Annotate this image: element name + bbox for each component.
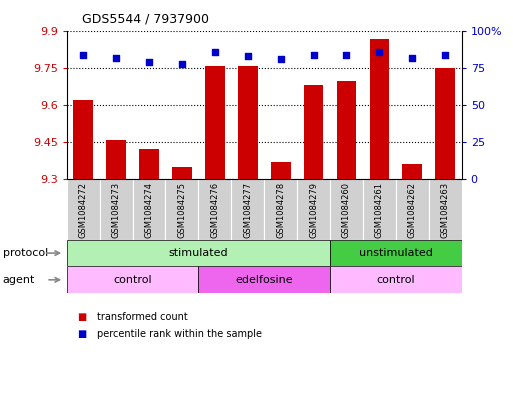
Point <box>112 55 120 61</box>
Bar <box>396 179 429 240</box>
Point <box>145 59 153 66</box>
Bar <box>238 66 258 179</box>
Bar <box>337 81 357 179</box>
Bar <box>330 179 363 240</box>
Text: control: control <box>113 275 152 285</box>
Bar <box>264 179 297 240</box>
Bar <box>199 266 330 293</box>
Point <box>79 52 87 58</box>
Bar <box>402 164 422 179</box>
Text: GSM1084277: GSM1084277 <box>243 182 252 238</box>
Text: GSM1084273: GSM1084273 <box>111 182 121 238</box>
Point <box>441 52 449 58</box>
Bar <box>330 266 462 293</box>
Text: GSM1084260: GSM1084260 <box>342 182 351 238</box>
Text: GSM1084278: GSM1084278 <box>276 182 285 238</box>
Text: protocol: protocol <box>3 248 48 258</box>
Text: agent: agent <box>3 275 35 285</box>
Bar <box>67 240 330 266</box>
Bar <box>165 179 199 240</box>
Text: GSM1084274: GSM1084274 <box>145 182 153 238</box>
Bar <box>199 179 231 240</box>
Bar <box>205 66 225 179</box>
Point <box>178 61 186 67</box>
Point <box>408 55 417 61</box>
Text: unstimulated: unstimulated <box>359 248 433 258</box>
Text: GSM1084261: GSM1084261 <box>375 182 384 238</box>
Text: edelfosine: edelfosine <box>235 275 293 285</box>
Text: stimulated: stimulated <box>169 248 228 258</box>
Text: ■: ■ <box>77 329 86 340</box>
Bar <box>231 179 264 240</box>
Text: GSM1084263: GSM1084263 <box>441 182 450 238</box>
Bar <box>429 179 462 240</box>
Bar <box>67 179 100 240</box>
Bar <box>139 149 159 179</box>
Point <box>211 49 219 55</box>
Bar <box>369 39 389 179</box>
Text: ■: ■ <box>77 312 86 322</box>
Point <box>376 49 384 55</box>
Text: GSM1084276: GSM1084276 <box>210 182 220 238</box>
Text: GSM1084279: GSM1084279 <box>309 182 318 238</box>
Text: GSM1084275: GSM1084275 <box>177 182 186 238</box>
Text: transformed count: transformed count <box>97 312 188 322</box>
Bar <box>271 162 290 179</box>
Bar <box>100 179 132 240</box>
Bar <box>304 86 323 179</box>
Point <box>309 52 318 58</box>
Bar <box>106 140 126 179</box>
Text: control: control <box>377 275 415 285</box>
Text: GSM1084262: GSM1084262 <box>408 182 417 238</box>
Point <box>277 56 285 62</box>
Bar <box>73 100 93 179</box>
Bar <box>132 179 165 240</box>
Bar <box>330 240 462 266</box>
Point <box>342 52 350 58</box>
Point <box>244 53 252 60</box>
Text: GSM1084272: GSM1084272 <box>78 182 88 238</box>
Bar <box>67 266 199 293</box>
Text: GDS5544 / 7937900: GDS5544 / 7937900 <box>82 13 209 26</box>
Text: percentile rank within the sample: percentile rank within the sample <box>97 329 263 340</box>
Bar <box>436 68 455 179</box>
Bar <box>363 179 396 240</box>
Bar <box>172 167 192 179</box>
Bar <box>297 179 330 240</box>
